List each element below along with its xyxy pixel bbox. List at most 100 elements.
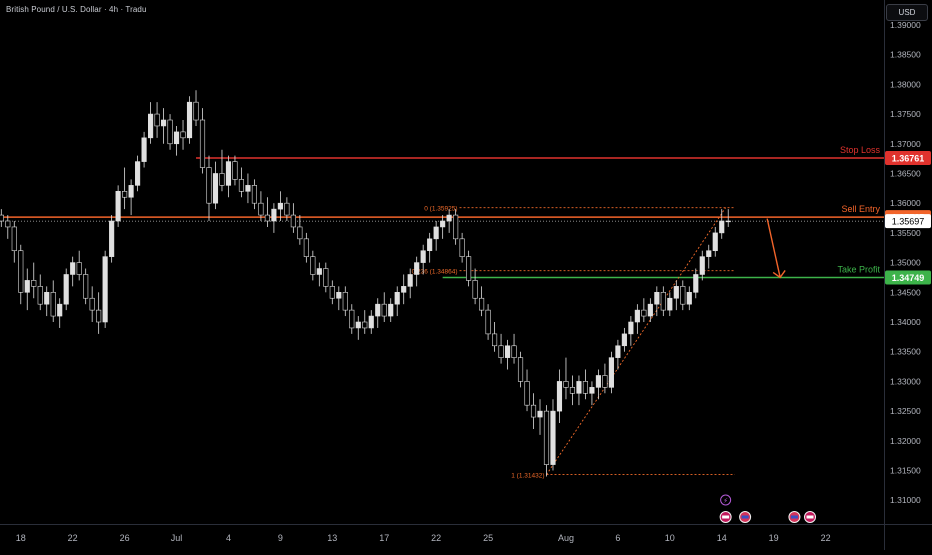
time-tick-label: 10 [665,533,675,543]
candle-body [595,375,601,388]
price-tick-label: 1.36000 [890,198,921,208]
flag-stripe [790,515,798,519]
economic-events[interactable]: ⚡ [719,494,817,523]
candle-body [264,214,270,222]
price-axis[interactable]: 1.39000 1.38500 1.38000 1.37500 1.37000 1.365… [884,0,932,550]
candle-body [550,410,556,465]
time-tick-label: 14 [717,533,727,543]
time-tick-label: 22 [68,533,78,543]
price-tick-label: 1.33000 [890,376,921,386]
level-price-label: 1.34749 [892,273,925,283]
candle-body [420,250,426,263]
candle-body [180,131,186,139]
time-axis[interactable]: 18 22 26 Jul 4 9 13 17 22 25 Aug 6 10 14 19 22 [0,524,932,544]
flag-stripe [741,515,749,519]
candle-body [660,291,666,311]
candle-body [647,303,653,317]
candle-body [634,309,640,323]
candle-body [148,113,154,139]
candle-body [543,410,550,465]
candle-body [284,202,290,216]
candle-body [667,297,673,311]
candle-body [316,268,322,275]
time-tick-label: 22 [431,533,441,543]
candle-body [219,173,225,186]
candle-body [381,303,387,317]
candle-body [109,220,115,257]
price-tick-label: 1.31500 [890,466,921,476]
candle-body [563,381,569,388]
candle-body [167,119,173,145]
candle-body [517,357,524,382]
candle-body [225,161,232,186]
candle-body [569,387,576,394]
price-tick-label: 1.31000 [890,495,921,505]
time-tick-label: 6 [615,533,620,543]
candle-body [303,238,309,257]
fib-trend-line [546,207,727,475]
candle-body [433,226,439,240]
candle-body [193,101,199,121]
time-tick-label: 22 [821,533,831,543]
candle-body [160,119,167,127]
candle-body [57,303,63,317]
candle-body [479,297,485,311]
candle-body [693,274,699,293]
symbol-title: British Pound / U.S. Dollar · 4h · Tradu [6,5,147,14]
time-tick-label: 4 [226,533,231,543]
candle-body [440,220,446,228]
candle-body [18,250,24,293]
time-tick-label: 9 [278,533,283,543]
candle-body [394,291,400,305]
candle-body [232,161,238,180]
candle-body [50,291,56,317]
time-tick-label: 17 [379,533,389,543]
arrow-head [772,270,786,279]
candle-body [329,286,335,299]
candle-body [135,161,141,186]
candle-body [31,280,37,287]
candle-body [511,345,517,358]
candle-body [608,357,614,388]
price-tick-label: 1.37000 [890,139,921,149]
time-tick-label: Jul [171,533,183,543]
candle-body [680,286,686,305]
price-tick-label: 1.34000 [890,317,921,327]
candle-body [238,179,245,192]
candle-body [342,291,348,311]
time-tick-label: 19 [769,533,779,543]
time-tick-label: Aug [558,533,574,543]
candle-body [83,274,89,299]
candle-body [362,321,368,329]
candle-body [401,286,407,293]
candle-body [459,238,465,257]
price-tick-label: 1.35000 [890,258,921,268]
price-tick-label: 1.36500 [890,168,921,178]
candle-body [115,191,121,222]
price-tick-label: 1.33500 [890,347,921,357]
currency-button[interactable]: USD [886,4,928,21]
candle-body [427,238,433,252]
candle-body [388,303,394,317]
time-tick-label: 13 [327,533,337,543]
candle-body [504,345,511,358]
candle-body [576,381,582,394]
price-tick-label: 1.34500 [890,287,921,297]
candle-body [699,256,705,275]
candle-body [641,309,647,317]
candle-body [251,185,257,204]
candle-body [349,309,355,329]
candle-body [615,345,621,358]
candle-body [556,381,563,412]
lightning-icon [720,494,732,506]
candle-body [485,309,491,335]
candle-body [277,202,283,210]
candle-body [336,291,342,299]
candle-body [96,309,102,323]
price-tick-label: 1.35500 [890,228,921,238]
candle-body [407,274,413,287]
current-price-tag [885,214,931,229]
candle-body [212,173,219,204]
